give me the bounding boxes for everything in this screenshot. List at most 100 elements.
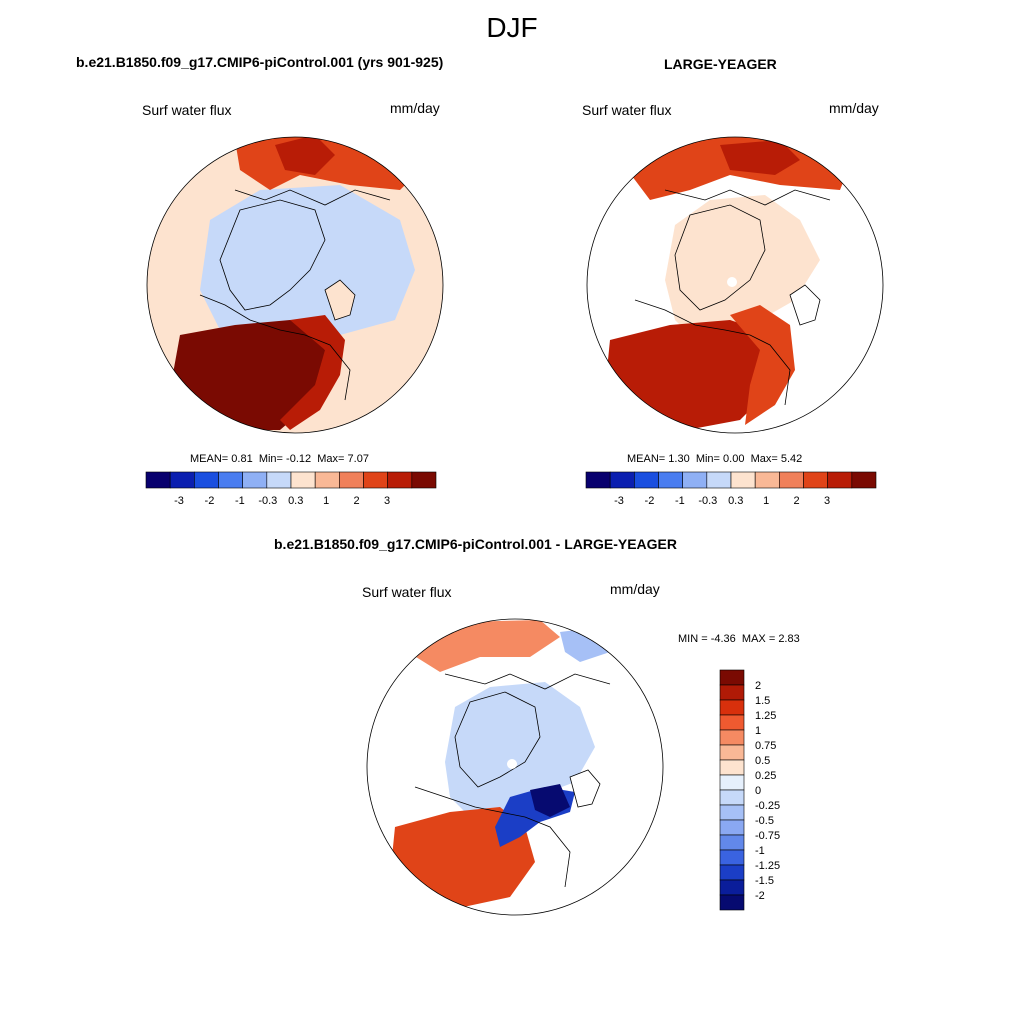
panel1-polar-map bbox=[146, 136, 444, 434]
panel1-colorbar-swatch bbox=[194, 471, 219, 489]
panel2-colorbar-swatch bbox=[682, 471, 708, 489]
panel1-coastline-pacific bbox=[234, 189, 391, 206]
panel1-title: b.e21.B1850.f09_g17.CMIP6-piControl.001 … bbox=[76, 54, 444, 70]
panel3-map-border bbox=[366, 618, 664, 916]
panel1-north-atlantic-field bbox=[170, 320, 330, 430]
panel1-map-border bbox=[146, 136, 444, 434]
panel3-max-value: 2.83 bbox=[778, 633, 800, 645]
panel2-coastline bbox=[634, 299, 791, 406]
panel1-colorbar-swatch bbox=[314, 471, 340, 489]
panel1-colorbar-tick-label: 1 bbox=[323, 495, 329, 507]
panel2-coastline-pacific bbox=[664, 189, 831, 206]
panel3-colorbar-tick-label: 0.5 bbox=[755, 755, 770, 767]
panel2-colorbar-swatch bbox=[827, 471, 853, 489]
panel3-colorbar-swatch bbox=[719, 864, 745, 881]
panel2-colorbar: -3 -2 -1 -0.3 0.3 1 2 3 bbox=[585, 471, 877, 507]
panel3-colorbar-swatch bbox=[719, 849, 745, 866]
panel2-colorbar-tick-label: -2 bbox=[645, 495, 655, 507]
panel2-units-label: mm/day bbox=[829, 100, 879, 116]
panel1-colorbar-tick-label: -0.3 bbox=[258, 495, 277, 507]
panel3-colorbar-tick-label: -1.5 bbox=[755, 875, 774, 887]
panel2-colorbar-swatch bbox=[851, 471, 877, 489]
panel3-polar-map bbox=[366, 618, 664, 916]
panel3-colorbar-swatch bbox=[719, 744, 745, 761]
panel2-colorbar-tick-label: 0.3 bbox=[728, 495, 743, 507]
panel2-mean-label: MEAN= bbox=[627, 453, 666, 465]
panel2-colorbar-tick-label: 2 bbox=[794, 495, 800, 507]
panel3-colorbar-tick-label: -2 bbox=[755, 890, 765, 902]
panel1-min-label: Min= bbox=[258, 453, 283, 465]
panel2-min-value: 0.00 bbox=[723, 453, 745, 465]
panel1-colorbar-tick-label: 2 bbox=[354, 495, 360, 507]
panel3-variable-label: Surf water flux bbox=[362, 584, 452, 600]
panel1-colorbar-tick-label: -2 bbox=[205, 495, 215, 507]
panel2-colorbar-swatch bbox=[609, 471, 635, 489]
panel3-colorbar-tick-label: -0.75 bbox=[755, 830, 780, 842]
panel1-atlantic-margin-field bbox=[280, 315, 345, 430]
panel3-colorbar-tick-label: 0.25 bbox=[755, 770, 776, 782]
panel2-colorbar-tick-label: 1 bbox=[763, 495, 769, 507]
panel1-colorbar-tick-label: -1 bbox=[235, 495, 245, 507]
panel1-colorbar-swatch bbox=[242, 471, 268, 489]
panel1-variable-label: Surf water flux bbox=[142, 102, 232, 118]
panel3-colorbar-tick-label: -1.25 bbox=[755, 860, 780, 872]
panel3-colorbar-tick-label: 1.5 bbox=[755, 695, 770, 707]
panel3-colorbar: 2 1.5 1.25 1 0.75 0.5 0.25 0 -0.25 -0.5 -0.75 -1 -1.… bbox=[719, 669, 780, 911]
panel3-colorbar-swatch bbox=[719, 894, 745, 911]
panel2-map-border bbox=[586, 136, 884, 434]
panel3-barents-negative-core bbox=[530, 784, 570, 817]
panel3-colorbar-tick-label: 2 bbox=[755, 680, 761, 692]
panel3-colorbar-tick-label: 0 bbox=[755, 785, 761, 797]
panel1-colorbar-swatch bbox=[290, 471, 316, 489]
panel1-colorbar-swatch bbox=[411, 471, 437, 489]
panel1-colorbar-swatch bbox=[169, 471, 195, 489]
panel3-colorbar-swatch bbox=[719, 819, 745, 836]
panel2-mean-value: 1.30 bbox=[668, 453, 690, 465]
panel2-polar-map bbox=[586, 136, 884, 434]
panel2-colorbar-tick-label: -3 bbox=[614, 495, 624, 507]
panel1-mean-value: 0.81 bbox=[231, 453, 253, 465]
panel1-min-value: -0.12 bbox=[286, 453, 312, 465]
panel3-colorbar-tick-label: -1 bbox=[755, 845, 765, 857]
panel2-colorbar-swatch bbox=[634, 471, 659, 489]
season-title: DJF bbox=[486, 12, 538, 43]
panel3-min-value: -4.36 bbox=[710, 633, 736, 645]
panel2-variable-label: Surf water flux bbox=[582, 102, 672, 118]
panel3-max-label: MAX = bbox=[741, 633, 776, 645]
panel1-colorbar-swatch bbox=[145, 471, 171, 489]
panel2-pacific-core-field bbox=[720, 140, 800, 175]
panel2-land-north-america bbox=[674, 204, 766, 311]
panel3-colorbar-swatch bbox=[719, 834, 745, 851]
panel1-colorbar-tick-label: 0.3 bbox=[288, 495, 303, 507]
panel3-stats: MIN = -4.36 MAX = 2.83 bbox=[678, 633, 800, 645]
panel3-title: b.e21.B1850.f09_g17.CMIP6-piControl.001 … bbox=[274, 536, 677, 552]
panel3-units-label: mm/day bbox=[610, 581, 660, 597]
panel2-colorbar-swatch bbox=[803, 471, 828, 489]
panel1-colorbar-swatch bbox=[218, 471, 243, 489]
panel2-min-label: Min= bbox=[695, 453, 720, 465]
panel3-land-greenland bbox=[569, 769, 601, 808]
panel1-pacific-core-field bbox=[275, 137, 335, 175]
panel2-land-greenland bbox=[789, 284, 821, 326]
panel3-colorbar-swatch bbox=[719, 804, 745, 821]
panel1-colorbar-swatch bbox=[339, 471, 364, 489]
panel3-colorbar-swatch bbox=[719, 774, 745, 791]
panel1-colorbar-swatch bbox=[363, 471, 388, 489]
panel1-colorbar-swatch bbox=[266, 471, 292, 489]
panel3-colorbar-tick-label: -0.25 bbox=[755, 800, 780, 812]
panel3-colorbar-swatch bbox=[719, 714, 745, 731]
panel2-colorbar-swatch bbox=[585, 471, 611, 489]
panel2-colorbar-swatch bbox=[706, 471, 732, 489]
panel2-stats: MEAN= 1.30 Min= 0.00 Max= 5.42 bbox=[627, 453, 802, 465]
panel1-max-label: Max= bbox=[317, 453, 345, 465]
panel2-title: LARGE-YEAGER bbox=[664, 56, 777, 72]
panel1-colorbar-tick-label: -3 bbox=[174, 495, 184, 507]
panel3-colorbar-swatch bbox=[719, 669, 745, 686]
panel1-max-value: 7.07 bbox=[347, 453, 369, 465]
panel1-mean-label: MEAN= bbox=[190, 453, 229, 465]
panel2-colorbar-swatch bbox=[730, 471, 756, 489]
panel3-colorbar-swatch bbox=[719, 699, 745, 716]
panel2-pole-hole bbox=[727, 277, 737, 287]
panel2-colorbar-tick-label: -1 bbox=[675, 495, 685, 507]
panel1-stats: MEAN= 0.81 Min= -0.12 Max= 7.07 bbox=[190, 453, 369, 465]
